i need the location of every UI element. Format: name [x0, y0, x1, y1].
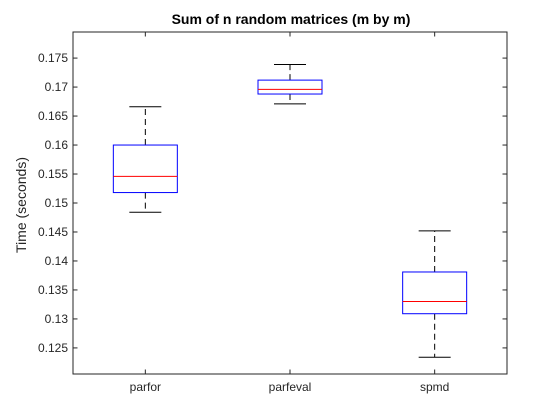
box-parfor	[112, 106, 178, 213]
y-tick-label: 0.155	[38, 167, 68, 181]
box-parfeval	[257, 63, 323, 105]
y-tick-label: 0.14	[45, 254, 69, 268]
y-tick-label: 0.175	[38, 51, 68, 65]
iqr-box	[112, 144, 178, 194]
y-tick-label: 0.165	[38, 109, 68, 123]
y-tick-label: 0.17	[45, 80, 69, 94]
y-tick-label: 0.13	[45, 312, 69, 326]
x-tick-label: parfor	[130, 380, 161, 394]
iqr-box	[402, 271, 468, 315]
y-tick-label: 0.16	[45, 138, 69, 152]
y-axis-ticks: 0.125 0.13 0.135 0.14 0.145 0.15 0.155 0.16 0.16…	[38, 51, 507, 355]
x-tick-label: parfeval	[269, 380, 312, 394]
plot-area	[72, 31, 508, 375]
chart-title: Sum of n random matrices (m by m)	[172, 11, 411, 27]
iqr-box	[257, 79, 323, 95]
y-tick-label: 0.135	[38, 283, 68, 297]
x-tick-label: spmd	[420, 380, 449, 394]
y-tick-label: 0.15	[45, 196, 69, 210]
y-axis-title: Time (seconds)	[13, 157, 29, 253]
y-tick-label: 0.145	[38, 225, 68, 239]
y-tick-label: 0.125	[38, 341, 68, 355]
box-spmd	[402, 230, 468, 358]
x-axis-ticks: parfor parfeval spmd	[130, 32, 449, 394]
box-series	[112, 63, 468, 358]
